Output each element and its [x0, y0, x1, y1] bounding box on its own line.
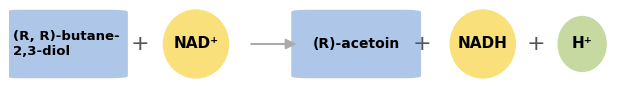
Ellipse shape [557, 16, 607, 72]
Text: (R)-acetoin: (R)-acetoin [312, 37, 400, 51]
Text: (R, R)-butane-
2,3-diol: (R, R)-butane- 2,3-diol [13, 30, 120, 58]
Text: NAD⁺: NAD⁺ [174, 37, 219, 51]
Text: NADH: NADH [458, 37, 508, 51]
Ellipse shape [449, 9, 516, 79]
Text: +: + [413, 34, 431, 54]
Text: +: + [131, 34, 150, 54]
FancyBboxPatch shape [291, 10, 421, 78]
Text: +: + [527, 34, 545, 54]
Text: H⁺: H⁺ [572, 37, 593, 51]
FancyBboxPatch shape [5, 10, 128, 78]
Ellipse shape [163, 9, 229, 79]
